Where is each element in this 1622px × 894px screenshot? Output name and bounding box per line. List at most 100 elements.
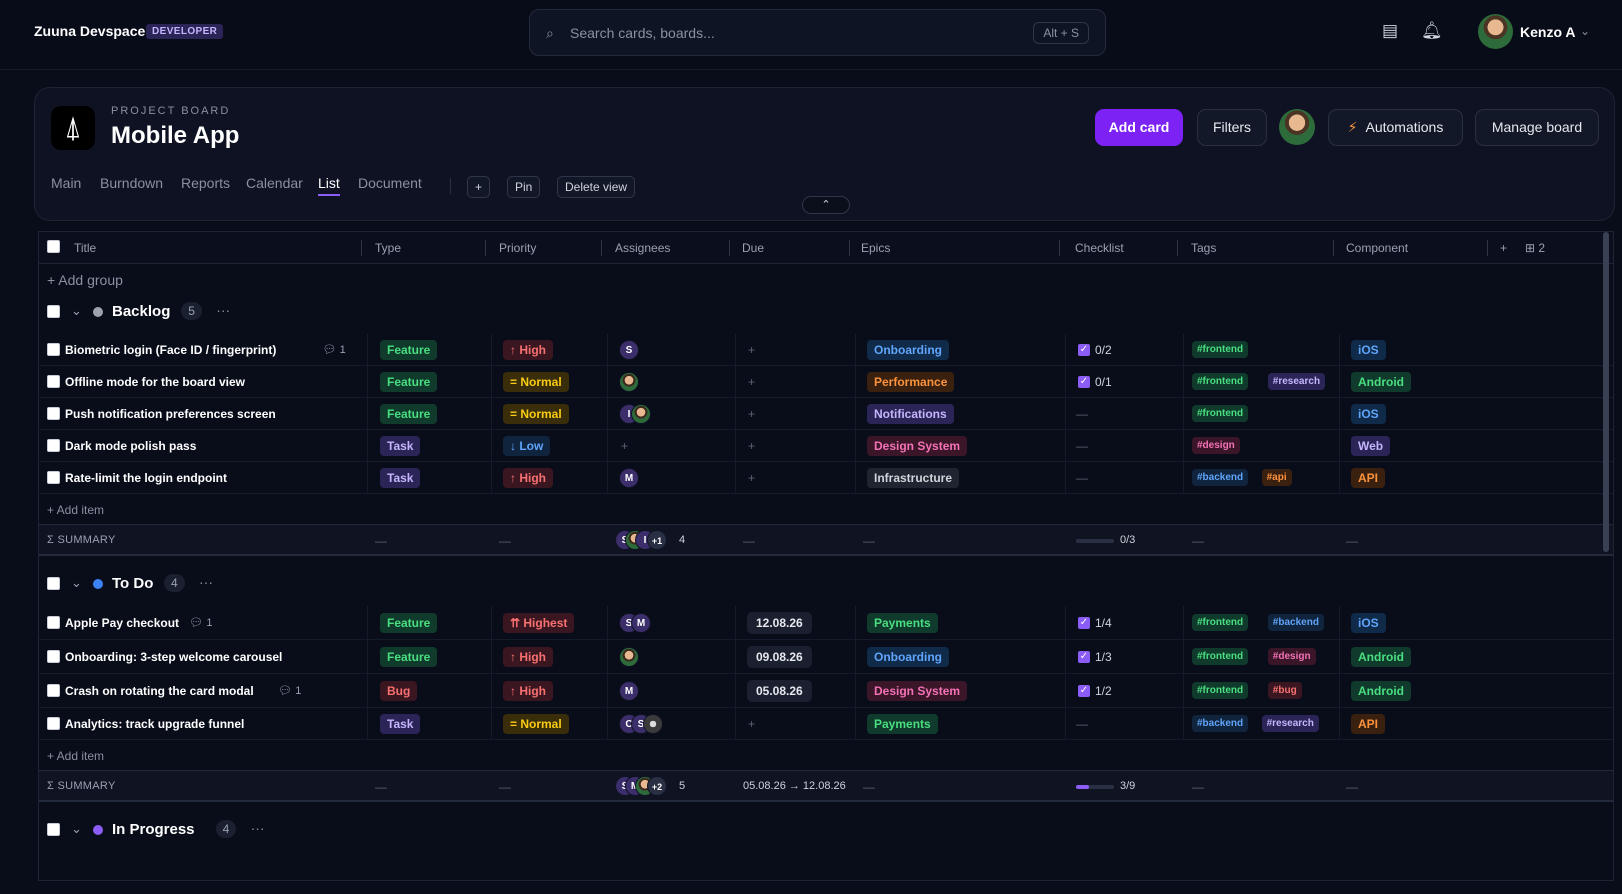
tag-badge[interactable]: #api — [1261, 469, 1292, 486]
column-resize-handle[interactable] — [1177, 240, 1178, 256]
epic-badge[interactable]: Notifications — [867, 404, 954, 424]
type-badge[interactable]: Feature — [380, 372, 438, 392]
more-icon[interactable]: ··· — [250, 820, 265, 836]
type-badge[interactable]: Feature — [380, 613, 438, 633]
component-badge[interactable]: Android — [1351, 372, 1411, 392]
column-resize-handle[interactable] — [1487, 240, 1488, 256]
add-due-button[interactable]: + — [748, 375, 756, 389]
assignee-avatar[interactable] — [619, 647, 639, 667]
assignee-avatar[interactable]: M — [631, 613, 651, 633]
epic-badge[interactable]: Onboarding — [867, 647, 949, 667]
priority-badge[interactable]: ⇈ Highest — [503, 613, 575, 633]
column-resize-handle[interactable] — [485, 240, 486, 256]
type-badge[interactable]: Feature — [380, 404, 438, 424]
column-resize-handle[interactable] — [1059, 240, 1060, 256]
card-title[interactable]: Onboarding: 3-step welcome carousel — [65, 650, 283, 664]
more-assignees[interactable]: +2 — [647, 776, 667, 796]
type-badge[interactable]: Feature — [380, 647, 438, 667]
add-item-button[interactable]: + Add item — [47, 749, 105, 763]
column-header-priority[interactable]: Priority — [499, 241, 537, 255]
epic-badge[interactable]: Onboarding — [867, 340, 949, 360]
row-checkbox[interactable] — [47, 471, 60, 484]
epic-badge[interactable]: Performance — [867, 372, 955, 392]
component-badge[interactable]: iOS — [1351, 613, 1386, 633]
column-header-title[interactable]: Title — [74, 241, 97, 255]
tag-badge[interactable]: #frontend — [1192, 682, 1249, 699]
priority-badge[interactable]: = Normal — [503, 372, 569, 392]
column-resize-handle[interactable] — [361, 240, 362, 256]
row-checkbox[interactable] — [47, 343, 60, 356]
priority-badge[interactable]: ↑ High — [503, 647, 553, 667]
manage-board-button[interactable]: Manage board — [1475, 109, 1599, 146]
component-badge[interactable]: Web — [1351, 436, 1391, 456]
row-checkbox[interactable] — [47, 375, 60, 388]
search-bar[interactable]: ⌕ Search cards, boards... Alt + S — [529, 9, 1106, 56]
card-title[interactable]: Crash on rotating the card modal — [65, 684, 254, 698]
tag-badge[interactable]: #frontend — [1192, 405, 1249, 422]
type-badge[interactable]: Task — [380, 436, 421, 456]
table-row[interactable]: Crash on rotating the card modal 💬︎ 1 Bug ↑… — [39, 674, 1613, 708]
add-assignee-button[interactable]: + — [621, 439, 629, 453]
add-due-button[interactable]: + — [748, 717, 756, 731]
filters-button[interactable]: Filters — [1197, 109, 1267, 146]
tag-badge[interactable]: #frontend — [1192, 614, 1249, 631]
chevron-down-icon[interactable]: ⌄ — [1580, 24, 1591, 38]
app-name[interactable]: Zuuna Devspace — [34, 23, 146, 39]
column-header-checklist[interactable]: Checklist — [1075, 241, 1124, 255]
chevron-down-icon[interactable]: ⌄ — [71, 303, 82, 318]
tag-badge[interactable]: #research — [1267, 373, 1326, 390]
add-due-button[interactable]: + — [748, 439, 756, 453]
user-avatar[interactable] — [1478, 14, 1513, 49]
tag-badge[interactable]: #frontend — [1192, 648, 1249, 665]
table-row[interactable]: Biometric login (Face ID / fingerprint) 💬… — [39, 334, 1613, 366]
document-icon[interactable]: ▤ — [1382, 21, 1399, 40]
row-checkbox[interactable] — [47, 650, 60, 663]
add-column-button[interactable]: + — [1500, 241, 1508, 255]
priority-badge[interactable]: ↑ High — [503, 340, 553, 360]
collapse-header-button[interactable]: ⌃ — [802, 196, 850, 214]
component-badge[interactable]: API — [1351, 714, 1386, 734]
tab-list[interactable]: List — [318, 175, 340, 196]
add-group-button[interactable]: + Add group — [47, 272, 123, 288]
table-row[interactable]: Apple Pay checkout 💬︎ 1 Feature ⇈ Highest S M… — [39, 606, 1613, 640]
tab-calendar[interactable]: Calendar — [246, 175, 303, 191]
epic-badge[interactable]: Payments — [867, 714, 938, 734]
epic-badge[interactable]: Payments — [867, 613, 938, 633]
tag-badge[interactable]: #backend — [1267, 614, 1324, 631]
add-card-button[interactable]: Add card — [1095, 109, 1183, 146]
user-name[interactable]: Kenzo A — [1520, 24, 1576, 40]
add-view-button[interactable]: + — [467, 176, 491, 198]
component-badge[interactable]: API — [1351, 468, 1386, 488]
component-badge[interactable]: iOS — [1351, 340, 1386, 360]
tab-document[interactable]: Document — [358, 175, 422, 191]
column-count[interactable]: ⊞ 2 — [1525, 241, 1546, 255]
tab-reports[interactable]: Reports — [181, 175, 231, 191]
select-all-checkbox[interactable] — [47, 240, 60, 253]
table-row[interactable]: Onboarding: 3-step welcome carousel Featu… — [39, 640, 1613, 674]
column-header-assignees[interactable]: Assignees — [615, 241, 671, 255]
assignee-avatar[interactable]: M — [619, 468, 639, 488]
delete-view-button[interactable]: Delete view — [557, 176, 636, 198]
column-header-component[interactable]: Component — [1346, 241, 1409, 255]
card-title[interactable]: Dark mode polish pass — [65, 439, 197, 453]
assignee-avatar[interactable]: S — [619, 340, 639, 360]
group-checkbox[interactable] — [47, 305, 60, 318]
column-header-tags[interactable]: Tags — [1191, 241, 1217, 255]
more-icon[interactable]: ··· — [199, 574, 213, 590]
tab-burndown[interactable]: Burndown — [100, 175, 164, 191]
bell-icon[interactable]: 🔔︎ — [1421, 21, 1443, 40]
tag-badge[interactable]: #backend — [1192, 469, 1249, 486]
table-row[interactable]: Dark mode polish pass Task ↓ Low + + Design S… — [39, 430, 1613, 462]
type-badge[interactable]: Bug — [380, 681, 418, 701]
assignee-avatar[interactable] — [631, 404, 651, 424]
assignee-avatar[interactable] — [619, 372, 639, 392]
tag-badge[interactable]: #research — [1261, 715, 1319, 732]
epic-badge[interactable]: Design System — [867, 681, 968, 701]
row-checkbox[interactable] — [47, 717, 60, 730]
column-header-due[interactable]: Due — [742, 241, 765, 255]
add-due-button[interactable]: + — [748, 343, 756, 357]
column-header-type[interactable]: Type — [375, 241, 402, 255]
card-title[interactable]: Rate-limit the login endpoint — [65, 471, 227, 485]
scrollbar[interactable] — [1603, 232, 1609, 552]
group-checkbox[interactable] — [47, 577, 60, 590]
